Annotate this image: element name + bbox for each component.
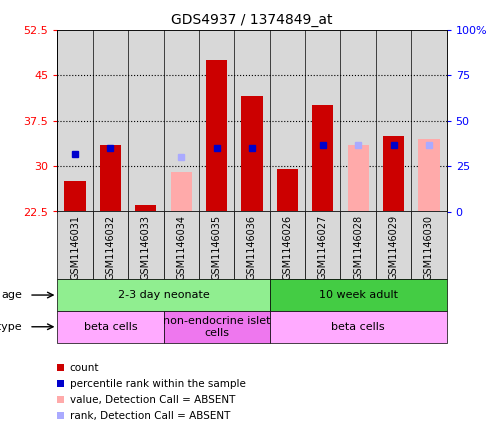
- Bar: [269, 311, 447, 343]
- Bar: [242, 96, 262, 212]
- Bar: [312, 105, 333, 212]
- Bar: [305, 212, 340, 279]
- Text: GSM1146028: GSM1146028: [353, 215, 363, 280]
- Bar: [277, 169, 298, 212]
- Bar: [164, 311, 269, 343]
- Bar: [269, 212, 305, 279]
- Bar: [411, 212, 447, 279]
- Text: GSM1146031: GSM1146031: [70, 215, 80, 280]
- Text: GSM1146032: GSM1146032: [105, 215, 115, 280]
- Title: GDS4937 / 1374849_at: GDS4937 / 1374849_at: [171, 13, 333, 27]
- Text: GSM1146030: GSM1146030: [424, 215, 434, 280]
- Bar: [64, 181, 86, 212]
- Text: beta cells: beta cells: [84, 322, 137, 332]
- Bar: [235, 212, 269, 279]
- Bar: [135, 206, 157, 212]
- Text: count: count: [70, 363, 99, 373]
- Text: rank, Detection Call = ABSENT: rank, Detection Call = ABSENT: [70, 411, 230, 421]
- Bar: [100, 145, 121, 212]
- Text: beta cells: beta cells: [331, 322, 385, 332]
- Bar: [376, 212, 411, 279]
- Bar: [57, 311, 164, 343]
- Text: 10 week adult: 10 week adult: [319, 290, 398, 300]
- Bar: [269, 279, 447, 311]
- Text: GSM1146026: GSM1146026: [282, 215, 292, 280]
- Text: GSM1146036: GSM1146036: [247, 215, 257, 280]
- Bar: [128, 212, 164, 279]
- Bar: [57, 212, 93, 279]
- Text: cell type: cell type: [0, 322, 22, 332]
- Bar: [164, 212, 199, 279]
- Bar: [340, 212, 376, 279]
- Text: age: age: [1, 290, 22, 300]
- Bar: [383, 136, 404, 212]
- Text: GSM1146034: GSM1146034: [176, 215, 186, 280]
- Text: non-endocrine islet
cells: non-endocrine islet cells: [163, 316, 270, 338]
- Text: 2-3 day neonate: 2-3 day neonate: [118, 290, 210, 300]
- Text: value, Detection Call = ABSENT: value, Detection Call = ABSENT: [70, 395, 235, 405]
- Bar: [93, 212, 128, 279]
- Text: GSM1146033: GSM1146033: [141, 215, 151, 280]
- Bar: [347, 145, 369, 212]
- Text: percentile rank within the sample: percentile rank within the sample: [70, 379, 246, 389]
- Bar: [171, 172, 192, 212]
- Bar: [199, 212, 235, 279]
- Bar: [57, 279, 269, 311]
- Text: GSM1146029: GSM1146029: [389, 215, 399, 280]
- Bar: [206, 60, 227, 212]
- Text: GSM1146027: GSM1146027: [318, 215, 328, 280]
- Text: GSM1146035: GSM1146035: [212, 215, 222, 280]
- Bar: [418, 139, 440, 212]
